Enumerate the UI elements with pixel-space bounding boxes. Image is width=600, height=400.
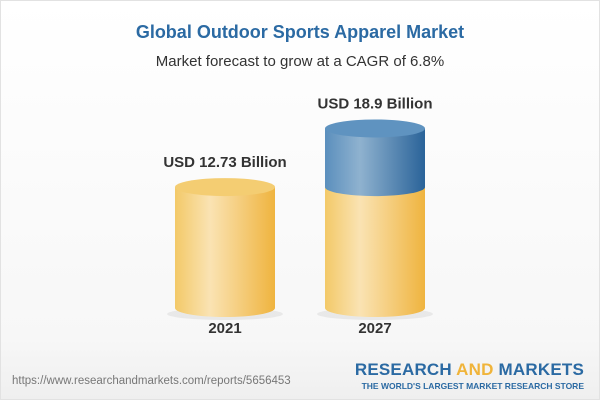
source-url[interactable]: https://www.researchandmarkets.com/repor… [12, 375, 291, 387]
logo-tagline: THE WORLD'S LARGEST MARKET RESEARCH STOR… [361, 381, 584, 391]
x-tick-label: 2021 [208, 320, 241, 337]
cylinder-body-growth [325, 128, 425, 197]
cylinder-top [325, 119, 425, 138]
cylinder-body-base [175, 187, 275, 317]
data-label: USD 12.73 Billion [163, 154, 286, 171]
logo-text-markets: MARKETS [493, 360, 584, 379]
chart-subtitle: Market forecast to grow at a CAGR of 6.8… [155, 53, 445, 70]
cylinder-top [175, 178, 275, 197]
chart-title: Global Outdoor Sports Apparel Market [135, 22, 465, 42]
research-and-markets-logo: RESEARCH AND MARKETS THE WORLD'S LARGEST… [355, 360, 584, 391]
logo-text-and: AND [456, 360, 494, 379]
data-label: USD 18.9 Billion [317, 95, 432, 112]
cylinder-body-base [325, 187, 425, 317]
logo-text: RESEARCH [354, 360, 457, 379]
x-tick-label: 2027 [358, 320, 391, 337]
